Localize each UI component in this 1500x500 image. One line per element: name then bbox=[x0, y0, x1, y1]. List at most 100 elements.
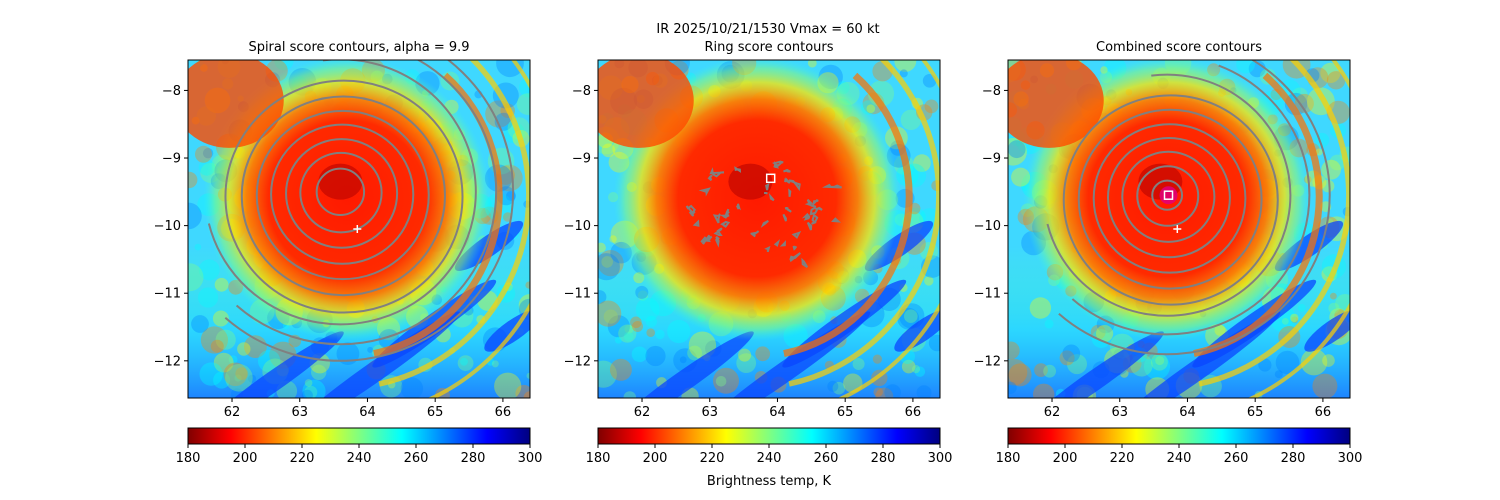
cloud-texture-blob bbox=[1008, 138, 1027, 166]
cloud-texture-blob bbox=[738, 348, 752, 362]
cloud-texture-blob bbox=[645, 345, 666, 367]
colorbar-tick-label: 200 bbox=[1053, 451, 1078, 466]
score-contour bbox=[709, 167, 725, 178]
score-contour bbox=[1092, 123, 1247, 274]
cloud-texture-blob bbox=[491, 360, 499, 368]
cloud-texture-blob bbox=[928, 334, 940, 352]
colorbar-tick-label: 220 bbox=[700, 451, 725, 466]
cloud-patch bbox=[1008, 60, 1104, 148]
cloud-texture-blob bbox=[523, 391, 530, 398]
score-contour bbox=[779, 240, 787, 247]
colorbar bbox=[1007, 427, 1351, 445]
clear-air-streak bbox=[203, 331, 344, 398]
axes-frame bbox=[1007, 59, 1351, 399]
cloud-texture-blob bbox=[635, 297, 660, 322]
score-contour bbox=[224, 60, 515, 362]
x-tick-label: 66 bbox=[495, 405, 512, 420]
score-contour bbox=[685, 204, 696, 215]
cloud-texture-blob bbox=[1067, 354, 1087, 375]
cloud-texture-blob bbox=[400, 377, 424, 398]
score-contour bbox=[240, 95, 446, 297]
cloud-texture-blob bbox=[1008, 363, 1032, 387]
heatmap-field bbox=[598, 60, 940, 398]
x-tick-label: 63 bbox=[1111, 405, 1128, 420]
score-contour bbox=[224, 79, 464, 314]
cloud-texture-blob bbox=[274, 60, 294, 71]
cloud-texture-blob bbox=[618, 324, 637, 343]
cloud-texture-blob bbox=[924, 99, 939, 114]
y-tick-label: −9 bbox=[572, 152, 591, 167]
score-contour bbox=[784, 206, 792, 213]
cloud-texture-blob bbox=[212, 310, 229, 327]
cloud-texture-blob bbox=[199, 362, 223, 386]
cloud-texture-blob bbox=[248, 374, 257, 383]
y-tick-label: −12 bbox=[974, 354, 1001, 369]
cloud-texture-blob bbox=[598, 290, 607, 304]
cloud-texture-blob bbox=[1143, 353, 1171, 380]
spiral-band bbox=[1198, 60, 1350, 387]
score-contour bbox=[1121, 150, 1216, 243]
cloud-texture-blob bbox=[214, 277, 229, 292]
axes-frame bbox=[187, 59, 531, 399]
cloud-texture-blob bbox=[1294, 93, 1314, 114]
cloud-texture-blob bbox=[601, 143, 616, 158]
cloud-texture-blob bbox=[234, 374, 242, 382]
cloud-texture-blob bbox=[460, 357, 468, 366]
colorbar-tick-label: 280 bbox=[871, 451, 896, 466]
cloud-texture-blob bbox=[872, 354, 883, 364]
colorbar-tick-label: 180 bbox=[176, 451, 201, 466]
cloud-texture-blob bbox=[1033, 383, 1055, 398]
spiral-band bbox=[373, 72, 503, 358]
cloud-texture-blob bbox=[624, 324, 634, 334]
cloud-texture-blob bbox=[736, 353, 757, 373]
cloud-texture-blob bbox=[601, 256, 613, 268]
cloud-texture-blob bbox=[1044, 319, 1054, 329]
score-contour bbox=[698, 187, 711, 197]
cloud-texture-blob bbox=[213, 352, 234, 373]
spiral-band bbox=[1247, 60, 1350, 398]
y-tick-label: −12 bbox=[154, 354, 181, 369]
score-contour bbox=[734, 166, 742, 173]
score-contour bbox=[768, 193, 775, 202]
cloud-texture-blob bbox=[1059, 350, 1075, 366]
y-tick-label: −11 bbox=[564, 287, 591, 302]
colorbar-tick-label: 240 bbox=[757, 451, 782, 466]
score-contour bbox=[1077, 108, 1263, 290]
cloud-texture-blob bbox=[645, 315, 657, 328]
score-contour bbox=[1058, 60, 1331, 356]
y-tick-label: −9 bbox=[162, 152, 181, 167]
contour-group bbox=[207, 60, 515, 362]
cloud-texture-blob bbox=[1291, 316, 1298, 324]
score-contour bbox=[791, 230, 802, 239]
cloud-texture-blob bbox=[1321, 179, 1335, 193]
score-contour bbox=[783, 168, 791, 173]
score-contour bbox=[720, 220, 731, 228]
x-tick-label: 62 bbox=[1044, 405, 1061, 420]
colorbar-tick-label: 180 bbox=[586, 451, 611, 466]
cloud-texture-blob bbox=[899, 69, 908, 78]
spiral-band bbox=[783, 72, 913, 358]
cloud-texture-blob bbox=[615, 336, 622, 344]
x-tick-label: 65 bbox=[427, 405, 444, 420]
cloud-texture-blob bbox=[715, 376, 727, 387]
score-contour bbox=[749, 230, 760, 238]
panel-2: Ring score contours 62 63 64 65 66 −8 −9 −10 −11 −… bbox=[564, 40, 953, 489]
y-tick-label: −10 bbox=[564, 219, 591, 234]
cloud-texture-blob bbox=[188, 263, 204, 292]
cloud-texture-blob bbox=[1326, 71, 1346, 90]
score-contour bbox=[1151, 179, 1184, 211]
cloud-texture-blob bbox=[607, 315, 630, 338]
score-contour bbox=[809, 207, 819, 216]
cloud-texture-blob bbox=[258, 349, 281, 373]
cloud-texture-blob bbox=[901, 359, 916, 374]
cloud-texture-blob bbox=[603, 309, 618, 324]
cloud-texture-blob bbox=[911, 365, 921, 374]
cloud-texture-blob bbox=[916, 385, 932, 398]
cloud-texture-blob bbox=[807, 60, 817, 68]
panel-title: Combined score contours bbox=[1096, 40, 1262, 55]
x-tick-label: 66 bbox=[905, 405, 922, 420]
cloud-texture-blob bbox=[904, 309, 918, 324]
colorbar bbox=[187, 427, 531, 445]
y-tick-label: −11 bbox=[974, 287, 1001, 302]
cloud-texture-blob bbox=[302, 379, 326, 398]
